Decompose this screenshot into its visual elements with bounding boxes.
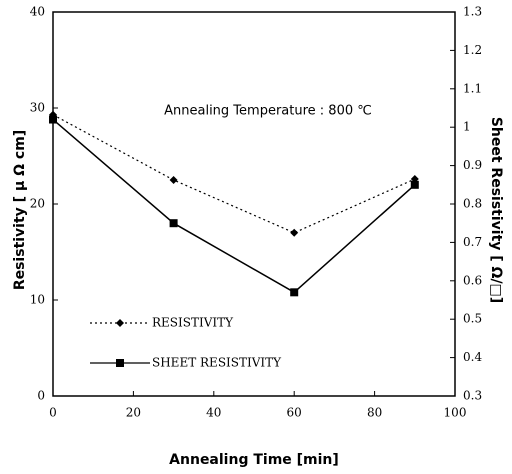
annotation: Annealing Temperature : 800 ℃ bbox=[164, 104, 372, 119]
y-tick-label: 10 bbox=[30, 293, 45, 307]
x-tick-label: 20 bbox=[126, 406, 141, 420]
plot-frame bbox=[52, 11, 456, 397]
y2-tick-label: 0.7 bbox=[463, 235, 482, 249]
marker bbox=[169, 219, 178, 228]
x-tick-label: 40 bbox=[206, 406, 221, 420]
y2-tick-label: 0.9 bbox=[463, 158, 482, 172]
y-tick-label: 30 bbox=[30, 101, 45, 115]
y-tick-label: 20 bbox=[30, 197, 45, 211]
x-tick-label: 80 bbox=[367, 406, 382, 420]
y2-tick-label: 1.1 bbox=[463, 81, 482, 95]
marker bbox=[290, 228, 299, 237]
marker bbox=[410, 180, 419, 189]
marker bbox=[169, 176, 178, 184]
legend-marker bbox=[116, 359, 124, 367]
legend-label: SHEET RESISTIVITY bbox=[152, 356, 282, 370]
x-tick-label: 60 bbox=[287, 406, 302, 420]
y-axis-label: Resistivity [ μ Ω cm] bbox=[12, 130, 28, 290]
y2-tick-label: 0.5 bbox=[463, 312, 482, 326]
y2-tick-label: 1 bbox=[463, 120, 471, 134]
x-tick-label: 0 bbox=[49, 406, 57, 420]
y2-axis-label: Sheet Resistivity [ Ω/□] bbox=[488, 117, 504, 303]
legend-label: RESISTIVITY bbox=[152, 316, 234, 330]
y-tick-label: 40 bbox=[30, 5, 45, 19]
marker bbox=[49, 115, 57, 124]
series-line bbox=[52, 118, 416, 294]
y2-tick-label: 0.8 bbox=[463, 197, 482, 211]
y2-tick-label: 1.3 bbox=[463, 5, 482, 19]
legend-marker bbox=[116, 319, 124, 327]
y2-tick-label: 1.2 bbox=[463, 43, 482, 57]
x-axis-label: Annealing Time [min] bbox=[169, 452, 339, 468]
y-tick-label: 0 bbox=[37, 389, 45, 403]
y2-tick-label: 0.4 bbox=[463, 350, 482, 364]
marker bbox=[290, 288, 299, 297]
x-tick-label: 100 bbox=[444, 406, 467, 420]
y2-tick-label: 0.6 bbox=[463, 273, 482, 287]
y2-tick-label: 0.3 bbox=[463, 389, 482, 403]
series-line bbox=[52, 114, 416, 234]
